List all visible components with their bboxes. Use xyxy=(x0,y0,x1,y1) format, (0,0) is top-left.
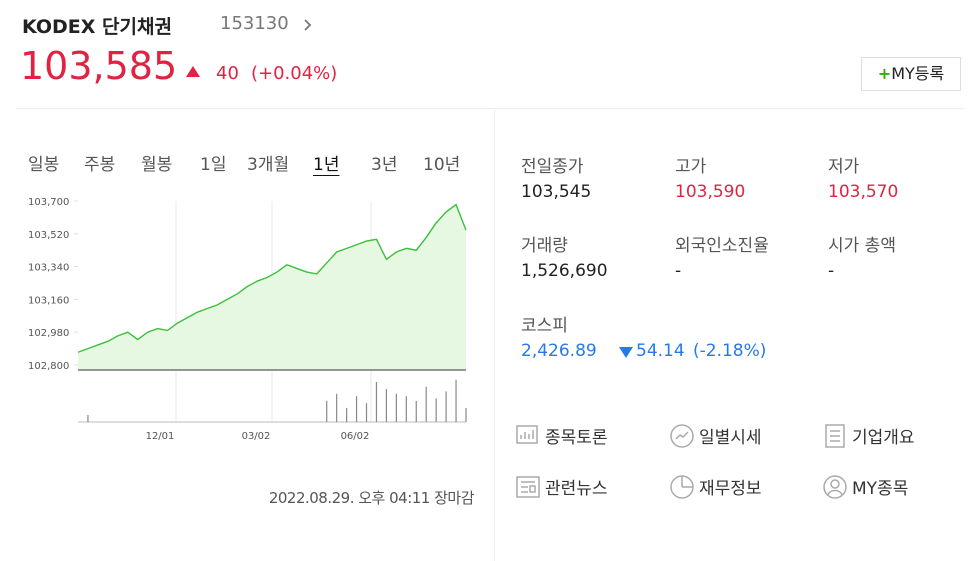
stat-label: 저가 xyxy=(828,157,860,177)
period-tab[interactable]: 10년 xyxy=(423,155,461,175)
link-icon xyxy=(670,424,694,448)
chart: 12/01 03/02 06/02 102,800 102,980 103,160 103,… xyxy=(28,197,467,442)
period-tab[interactable]: 주봉 xyxy=(84,155,116,175)
period-tab[interactable]: 1년 xyxy=(313,155,340,175)
volume-bar xyxy=(385,389,388,422)
up-arrow xyxy=(186,66,200,77)
y-tick-label: 103,700 xyxy=(28,197,69,208)
index-value: 2,426.89 xyxy=(521,341,597,361)
volume-bar xyxy=(435,398,437,422)
y-tick-label: 103,340 xyxy=(28,263,69,274)
link-icon xyxy=(823,475,847,499)
volume-bar xyxy=(375,382,378,422)
x-tick-label: 06/02 xyxy=(341,431,370,442)
link[interactable]: 기업개요 xyxy=(852,428,915,448)
stat-label: 외국인소진율 xyxy=(675,236,769,256)
down-arrow xyxy=(619,347,633,358)
link[interactable]: MY종목 xyxy=(852,479,909,499)
stat-label: 시가 총액 xyxy=(828,236,896,256)
link-icon xyxy=(670,475,694,499)
stat-value: 1,526,690 xyxy=(521,261,608,281)
volume-bar xyxy=(465,407,467,422)
volume-bar xyxy=(87,414,89,422)
index-change-pct: (-2.18%) xyxy=(693,341,767,361)
period-tab[interactable]: 월봉 xyxy=(141,155,173,175)
volume-bar xyxy=(336,393,338,422)
y-tick-label: 102,980 xyxy=(28,328,69,339)
volume-bar xyxy=(355,396,358,422)
link-icon xyxy=(516,476,540,498)
volume-bar xyxy=(445,391,447,422)
stat-value: - xyxy=(675,261,682,281)
stock-code[interactable]: 153130 xyxy=(220,13,289,34)
index-label: 코스피 xyxy=(521,316,568,336)
stat-label: 고가 xyxy=(675,157,707,177)
volume-bar xyxy=(455,379,457,422)
stat-value: 103,545 xyxy=(521,182,592,202)
price-line xyxy=(77,203,467,353)
stat-label: 전일종가 xyxy=(521,157,584,177)
link[interactable]: 종목토론 xyxy=(545,428,608,448)
x-tick-label: 03/02 xyxy=(242,431,271,442)
change-pct: (+0.04%) xyxy=(251,63,338,84)
period-tab[interactable]: 3년 xyxy=(371,155,398,175)
link-icon xyxy=(516,425,538,444)
link[interactable]: 관련뉴스 xyxy=(545,479,608,499)
link-icon xyxy=(825,424,845,448)
volume-bar xyxy=(405,396,407,422)
x-tick-label: 12/01 xyxy=(146,431,175,442)
volume-bar xyxy=(326,400,328,422)
stock-name: KODEX 단기채권 xyxy=(22,16,172,38)
volume-bar xyxy=(346,407,348,422)
stat-label: 거래량 xyxy=(521,236,568,256)
period-tab[interactable]: 일봉 xyxy=(28,155,60,175)
divider xyxy=(494,110,495,561)
volume-bar xyxy=(365,403,368,422)
link[interactable]: 재무정보 xyxy=(699,479,762,499)
area xyxy=(78,204,466,370)
y-tick-label: 103,160 xyxy=(28,295,69,306)
change: 40 xyxy=(216,63,239,84)
volume-bar xyxy=(415,400,417,422)
stat-value: 103,570 xyxy=(828,182,899,202)
volume-bar xyxy=(395,393,397,422)
period-tab[interactable]: 1일 xyxy=(200,155,227,175)
my-button[interactable]: +MY등록 xyxy=(861,57,961,91)
my-button-label: MY등록 xyxy=(891,64,945,83)
link[interactable]: 일별시세 xyxy=(699,428,762,448)
y-tick-label: 103,520 xyxy=(28,230,69,241)
period-tab[interactable]: 3개월 xyxy=(247,155,290,175)
index-change: 54.14 xyxy=(636,341,685,361)
price: 103,585 xyxy=(20,44,178,88)
chevron xyxy=(304,19,312,31)
divider xyxy=(16,108,964,109)
volume-bar xyxy=(425,386,427,422)
y-tick-label: 102,800 xyxy=(28,361,69,372)
stat-value: 103,590 xyxy=(675,182,746,202)
timestamp: 2022.08.29. 오후 04:11 장마감 xyxy=(268,489,475,507)
stat-value: - xyxy=(828,261,835,281)
